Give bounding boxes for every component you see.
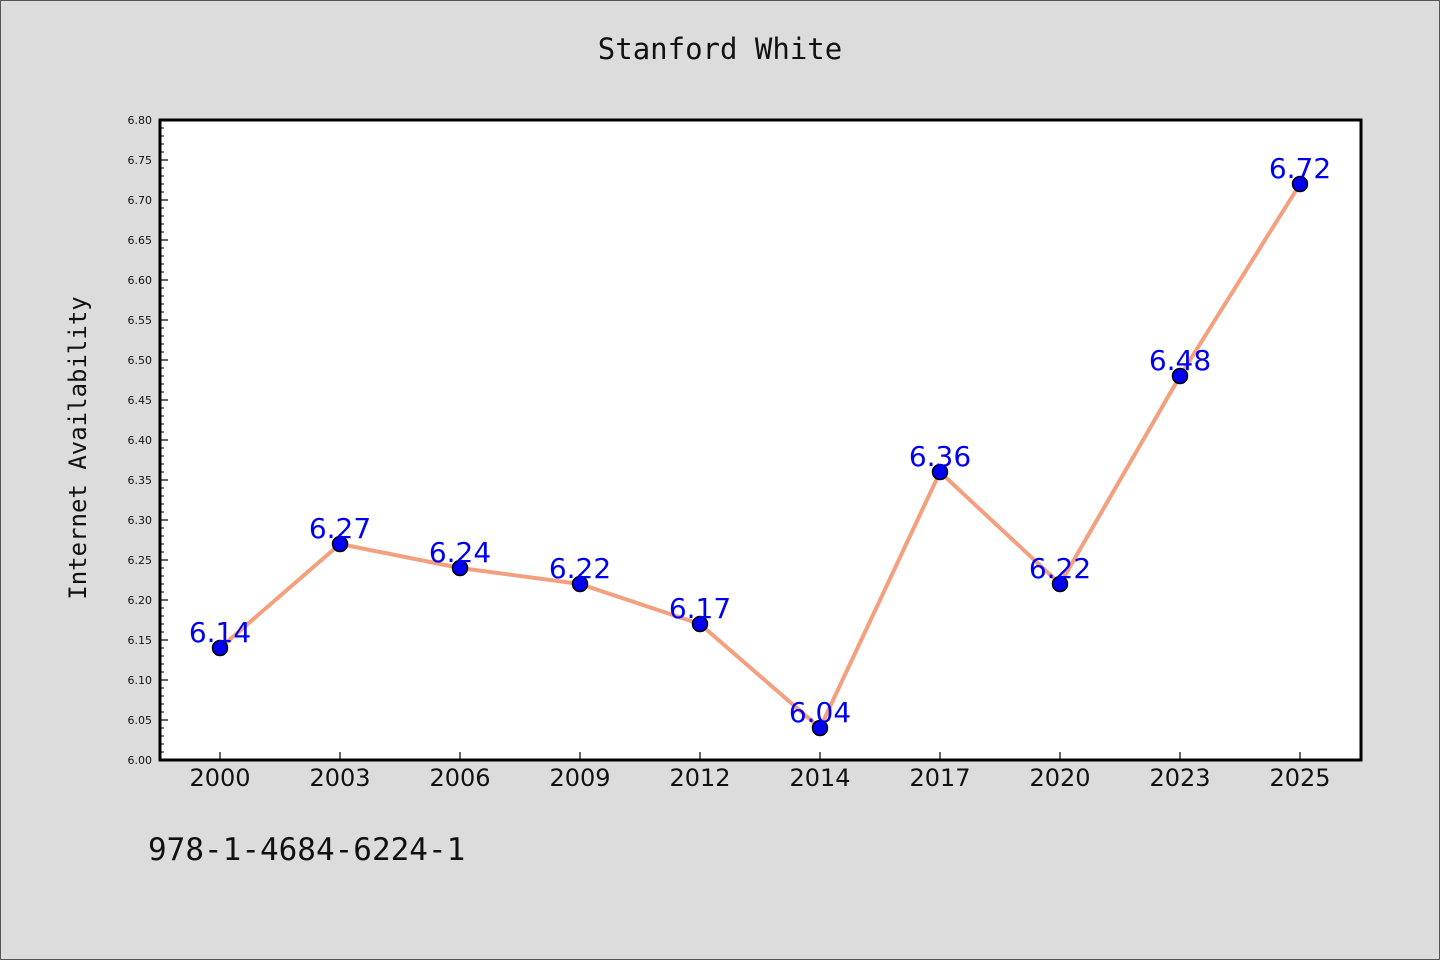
y-tick-label: 6.05 <box>128 714 153 727</box>
data-point <box>331 535 349 553</box>
y-tick-label: 6.70 <box>128 194 153 207</box>
data-label: 6.48 <box>1149 344 1211 377</box>
x-tick-label: 2023 <box>1149 764 1210 792</box>
data-label: 6.22 <box>549 552 611 585</box>
data-point <box>811 719 829 737</box>
x-tick-label: 2020 <box>1029 764 1090 792</box>
data-point <box>211 639 229 657</box>
data-point <box>1051 575 1069 593</box>
y-tick-label: 6.20 <box>128 594 153 607</box>
y-axis-label: Internet Availability <box>64 296 92 599</box>
data-point <box>931 463 949 481</box>
y-tick-label: 6.40 <box>128 434 153 447</box>
data-label: 6.27 <box>309 512 371 545</box>
y-tick-label: 6.35 <box>128 474 153 487</box>
y-tick-label: 6.25 <box>128 554 153 567</box>
y-tick-label: 6.00 <box>128 754 153 767</box>
y-tick-label: 6.50 <box>128 354 153 367</box>
data-point <box>451 559 469 577</box>
y-tick-label: 6.45 <box>128 394 153 407</box>
x-tick-label: 2006 <box>429 764 490 792</box>
y-tick-label: 6.30 <box>128 514 153 527</box>
data-label: 6.22 <box>1029 552 1091 585</box>
x-tick-label: 2000 <box>189 764 250 792</box>
plot-area <box>160 120 1361 760</box>
data-label: 6.72 <box>1269 152 1331 185</box>
x-tick-label: 2012 <box>669 764 730 792</box>
x-tick-label: 2009 <box>549 764 610 792</box>
x-tick-label: 2017 <box>909 764 970 792</box>
x-tick-label: 2003 <box>309 764 370 792</box>
data-label: 6.24 <box>429 536 491 569</box>
data-point <box>1291 175 1309 193</box>
y-axis-ticks: 6.00 6.05 6.10 6.15 6.20 6.25 6.30 6.35 6.40 6.45… <box>128 114 168 767</box>
y-tick-label: 6.55 <box>128 314 153 327</box>
data-point <box>691 615 709 633</box>
data-markers <box>211 175 1309 737</box>
data-label: 6.36 <box>909 440 971 473</box>
isbn-text: 978-1-4684-6224-1 <box>148 832 466 868</box>
y-tick-label: 6.15 <box>128 634 153 647</box>
chart-title: Stanford White <box>597 32 843 66</box>
series-line <box>218 182 1302 730</box>
data-labels: 6.14 6.27 6.24 6.22 6.17 6.04 6.36 6.22 6.48 6.72 <box>189 152 1331 729</box>
y-tick-label: 6.65 <box>128 234 153 247</box>
data-point <box>571 575 589 593</box>
y-tick-label: 6.75 <box>128 154 153 167</box>
plot-border <box>158 118 1363 762</box>
y-tick-label: 6.80 <box>128 114 153 127</box>
y-tick-label: 6.60 <box>128 274 153 287</box>
data-label: 6.04 <box>789 696 851 729</box>
data-label: 6.14 <box>189 616 251 649</box>
data-point <box>1171 367 1189 385</box>
x-tick-label: 2025 <box>1269 764 1330 792</box>
data-label: 6.17 <box>669 592 731 625</box>
y-tick-label: 6.10 <box>128 674 153 687</box>
x-tick-label: 2014 <box>789 764 850 792</box>
